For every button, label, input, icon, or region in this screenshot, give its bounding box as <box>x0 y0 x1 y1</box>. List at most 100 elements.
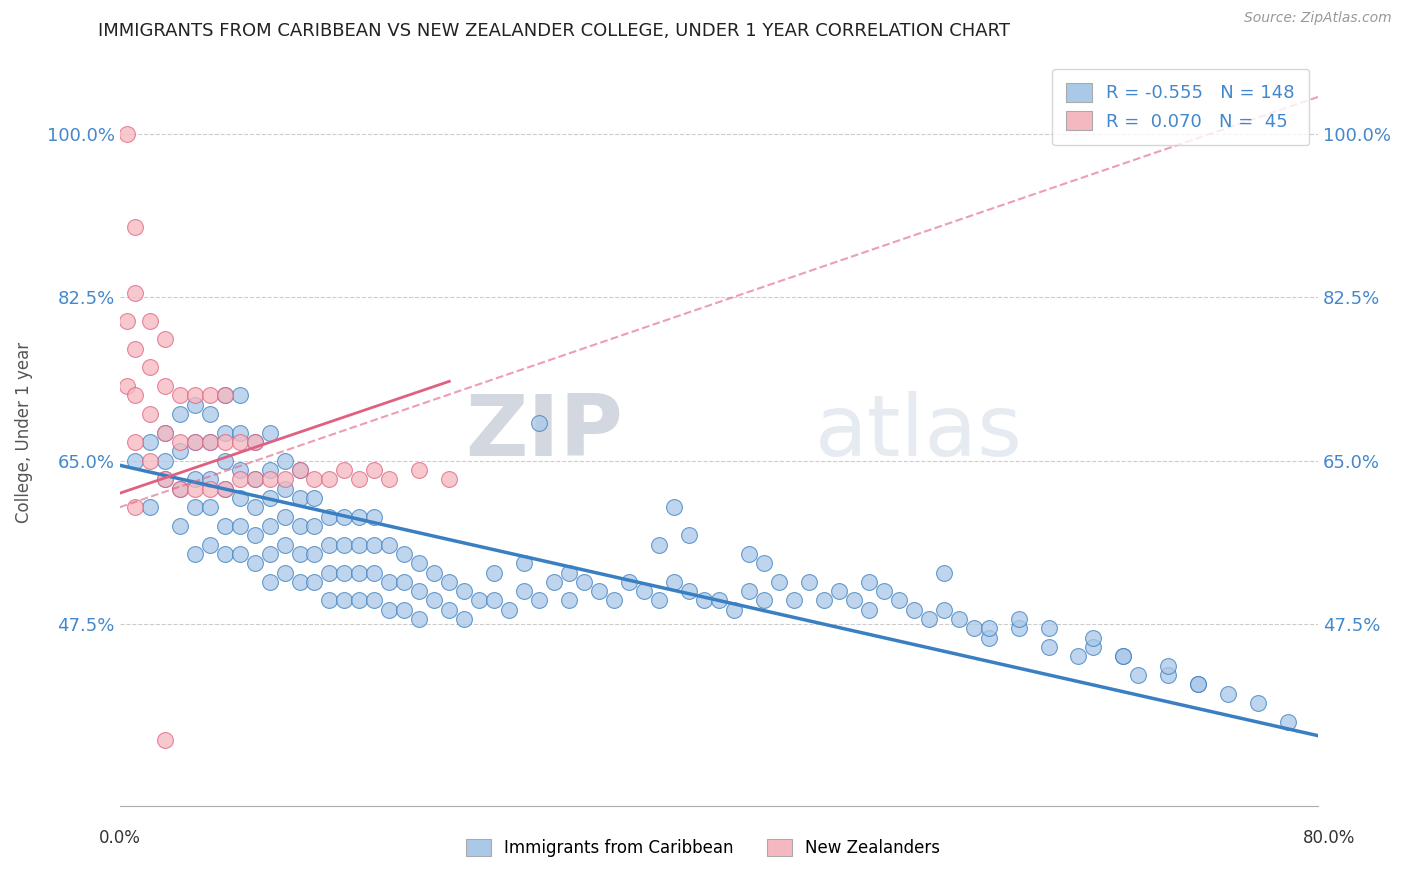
Point <box>1187 677 1209 691</box>
Point <box>932 603 955 617</box>
Point <box>1007 612 1029 626</box>
Point <box>318 537 340 551</box>
Point <box>408 463 430 477</box>
Point <box>228 425 250 440</box>
Point <box>115 127 138 141</box>
Point <box>1247 696 1270 710</box>
Point <box>1218 687 1240 701</box>
Point <box>183 434 205 449</box>
Point <box>153 425 176 440</box>
Point <box>423 566 446 580</box>
Point <box>138 500 160 515</box>
Point <box>797 574 820 589</box>
Point <box>633 584 655 599</box>
Point <box>617 574 640 589</box>
Point <box>273 537 295 551</box>
Point <box>394 574 416 589</box>
Point <box>558 593 581 607</box>
Point <box>363 566 385 580</box>
Point <box>318 566 340 580</box>
Point <box>153 332 176 346</box>
Point <box>408 556 430 570</box>
Point <box>349 566 371 580</box>
Point <box>228 463 250 477</box>
Point <box>214 482 236 496</box>
Point <box>603 593 626 607</box>
Point <box>115 379 138 393</box>
Point <box>259 472 281 486</box>
Point <box>198 472 221 486</box>
Point <box>1128 668 1150 682</box>
Point <box>214 519 236 533</box>
Point <box>527 417 550 431</box>
Point <box>153 453 176 467</box>
Point <box>169 434 191 449</box>
Point <box>138 434 160 449</box>
Point <box>273 509 295 524</box>
Point <box>349 472 371 486</box>
Point <box>693 593 716 607</box>
Point <box>153 472 176 486</box>
Point <box>439 574 461 589</box>
Point <box>214 453 236 467</box>
Point <box>169 482 191 496</box>
Point <box>349 593 371 607</box>
Point <box>723 603 745 617</box>
Point <box>498 603 520 617</box>
Point <box>273 566 295 580</box>
Point <box>333 509 356 524</box>
Point <box>363 463 385 477</box>
Point <box>917 612 939 626</box>
Point <box>768 574 790 589</box>
Point <box>932 566 955 580</box>
Point <box>903 603 925 617</box>
Point <box>1112 649 1135 664</box>
Point <box>1067 649 1090 664</box>
Point <box>1083 640 1105 654</box>
Point <box>439 472 461 486</box>
Point <box>304 519 326 533</box>
Point <box>1187 677 1209 691</box>
Point <box>198 388 221 402</box>
Point <box>183 500 205 515</box>
Point <box>259 547 281 561</box>
Point <box>1157 658 1180 673</box>
Point <box>662 500 685 515</box>
Point <box>228 388 250 402</box>
Point <box>243 434 266 449</box>
Point <box>259 425 281 440</box>
Point <box>124 388 146 402</box>
Point <box>333 593 356 607</box>
Point <box>558 566 581 580</box>
Point <box>183 388 205 402</box>
Point <box>153 472 176 486</box>
Point <box>153 425 176 440</box>
Point <box>858 574 880 589</box>
Point <box>169 519 191 533</box>
Point <box>588 584 610 599</box>
Point <box>304 574 326 589</box>
Point <box>214 434 236 449</box>
Point <box>169 388 191 402</box>
Point <box>752 593 775 607</box>
Point <box>363 537 385 551</box>
Point <box>513 584 536 599</box>
Point <box>214 388 236 402</box>
Point <box>1038 640 1060 654</box>
Point <box>214 425 236 440</box>
Point <box>318 509 340 524</box>
Point <box>243 556 266 570</box>
Legend: R = -0.555   N = 148, R =  0.070   N =  45: R = -0.555 N = 148, R = 0.070 N = 45 <box>1052 69 1309 145</box>
Point <box>288 463 311 477</box>
Point <box>138 360 160 375</box>
Point <box>752 556 775 570</box>
Point <box>333 537 356 551</box>
Point <box>1038 622 1060 636</box>
Point <box>198 434 221 449</box>
Point <box>1277 714 1299 729</box>
Point <box>887 593 910 607</box>
Point <box>228 472 250 486</box>
Point <box>648 593 671 607</box>
Point <box>304 472 326 486</box>
Text: atlas: atlas <box>815 391 1022 475</box>
